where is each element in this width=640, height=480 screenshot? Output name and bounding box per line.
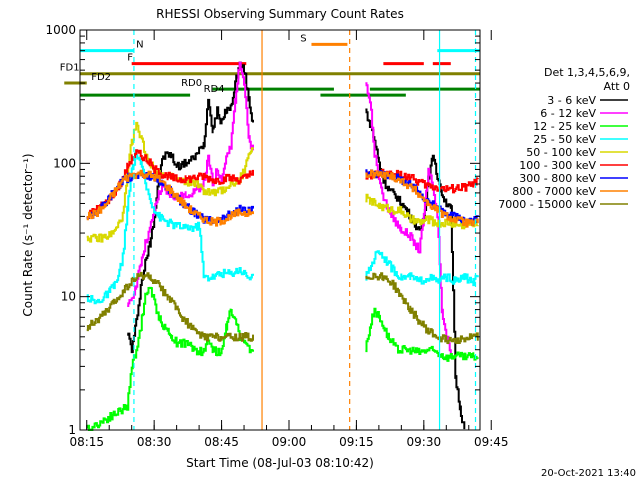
legend-entry-label: 50 - 100 keV — [526, 146, 596, 159]
series-line-5-seg-2 — [365, 193, 479, 230]
series-line-4-seg-2 — [365, 250, 479, 287]
flag-label-rd0: RD0 — [181, 78, 202, 89]
y-tick-label: 10 — [61, 290, 76, 304]
x-tick-label: 08:45 — [204, 435, 239, 449]
legend-entry-label: 7000 - 15000 keV — [498, 198, 596, 211]
series-line-9-seg-1 — [86, 271, 254, 342]
x-tick-label: 09:00 — [272, 435, 307, 449]
series-line-3-seg-2 — [365, 307, 479, 362]
plot-frame-fill — [80, 30, 480, 430]
y-tick-label: 1000 — [45, 23, 76, 37]
series-line-2-seg-1 — [127, 61, 254, 307]
x-tick-label: 09:30 — [407, 435, 442, 449]
legend-entry-label: 800 - 7000 keV — [512, 185, 596, 198]
legend-subtitle: Att 0 — [604, 80, 630, 93]
axes: 1 10 100 1000 08:15 08:30 08:45 09:00 09:15 09:30… — [45, 23, 508, 449]
x-tick-label: 09:45 — [474, 435, 509, 449]
legend-entry-label: 6 - 12 keV — [540, 107, 596, 120]
series-line-8-seg-2 — [365, 169, 479, 228]
series-line-4-seg-1 — [86, 149, 254, 305]
x-axis-label: Start Time (08-Jul-03 08:10:42) — [186, 456, 374, 470]
footer-timestamp: 20-Oct-2021 13:40 — [541, 468, 636, 479]
y-tick-label: 100 — [53, 156, 76, 170]
legend-entry-label: 100 - 300 keV — [519, 159, 596, 172]
vertical-markers — [133, 30, 477, 430]
flag-label-rd4: RD4 — [204, 84, 225, 95]
chart-title: RHESSI Observing Summary Count Rates — [156, 7, 404, 21]
legend-entry-label: 25 - 50 keV — [533, 133, 596, 146]
plot-area — [80, 30, 480, 430]
series-line-1-seg-1 — [127, 61, 254, 354]
legend-entry-label: 300 - 800 keV — [519, 172, 596, 185]
series-line-9-seg-2 — [365, 272, 479, 344]
flag-label-s: S — [300, 33, 306, 44]
series-line-3-seg-1 — [86, 286, 254, 431]
y-axis-label: Count Rate (s⁻¹ detector⁻¹) — [21, 153, 35, 316]
legend-entry-label: 3 - 6 keV — [547, 94, 596, 107]
series-line-8-seg-1 — [86, 169, 254, 227]
x-tick-label: 08:15 — [69, 435, 104, 449]
legend-title: Det 1,3,4,5,6,9, — [544, 66, 630, 79]
x-tick-label: 09:15 — [339, 435, 374, 449]
flag-label-f: F — [127, 53, 133, 64]
flag-label-fd2: FD2 — [91, 72, 111, 83]
flag-label-n: N — [136, 40, 143, 51]
legend-entry-label: 12 - 25 keV — [533, 120, 596, 133]
plot-border — [79, 29, 481, 431]
series-layer — [86, 61, 479, 431]
x-tick-label: 08:30 — [137, 435, 172, 449]
y-tick-label: 1 — [68, 423, 76, 437]
flag-label-fd1: FD1 — [60, 63, 80, 74]
